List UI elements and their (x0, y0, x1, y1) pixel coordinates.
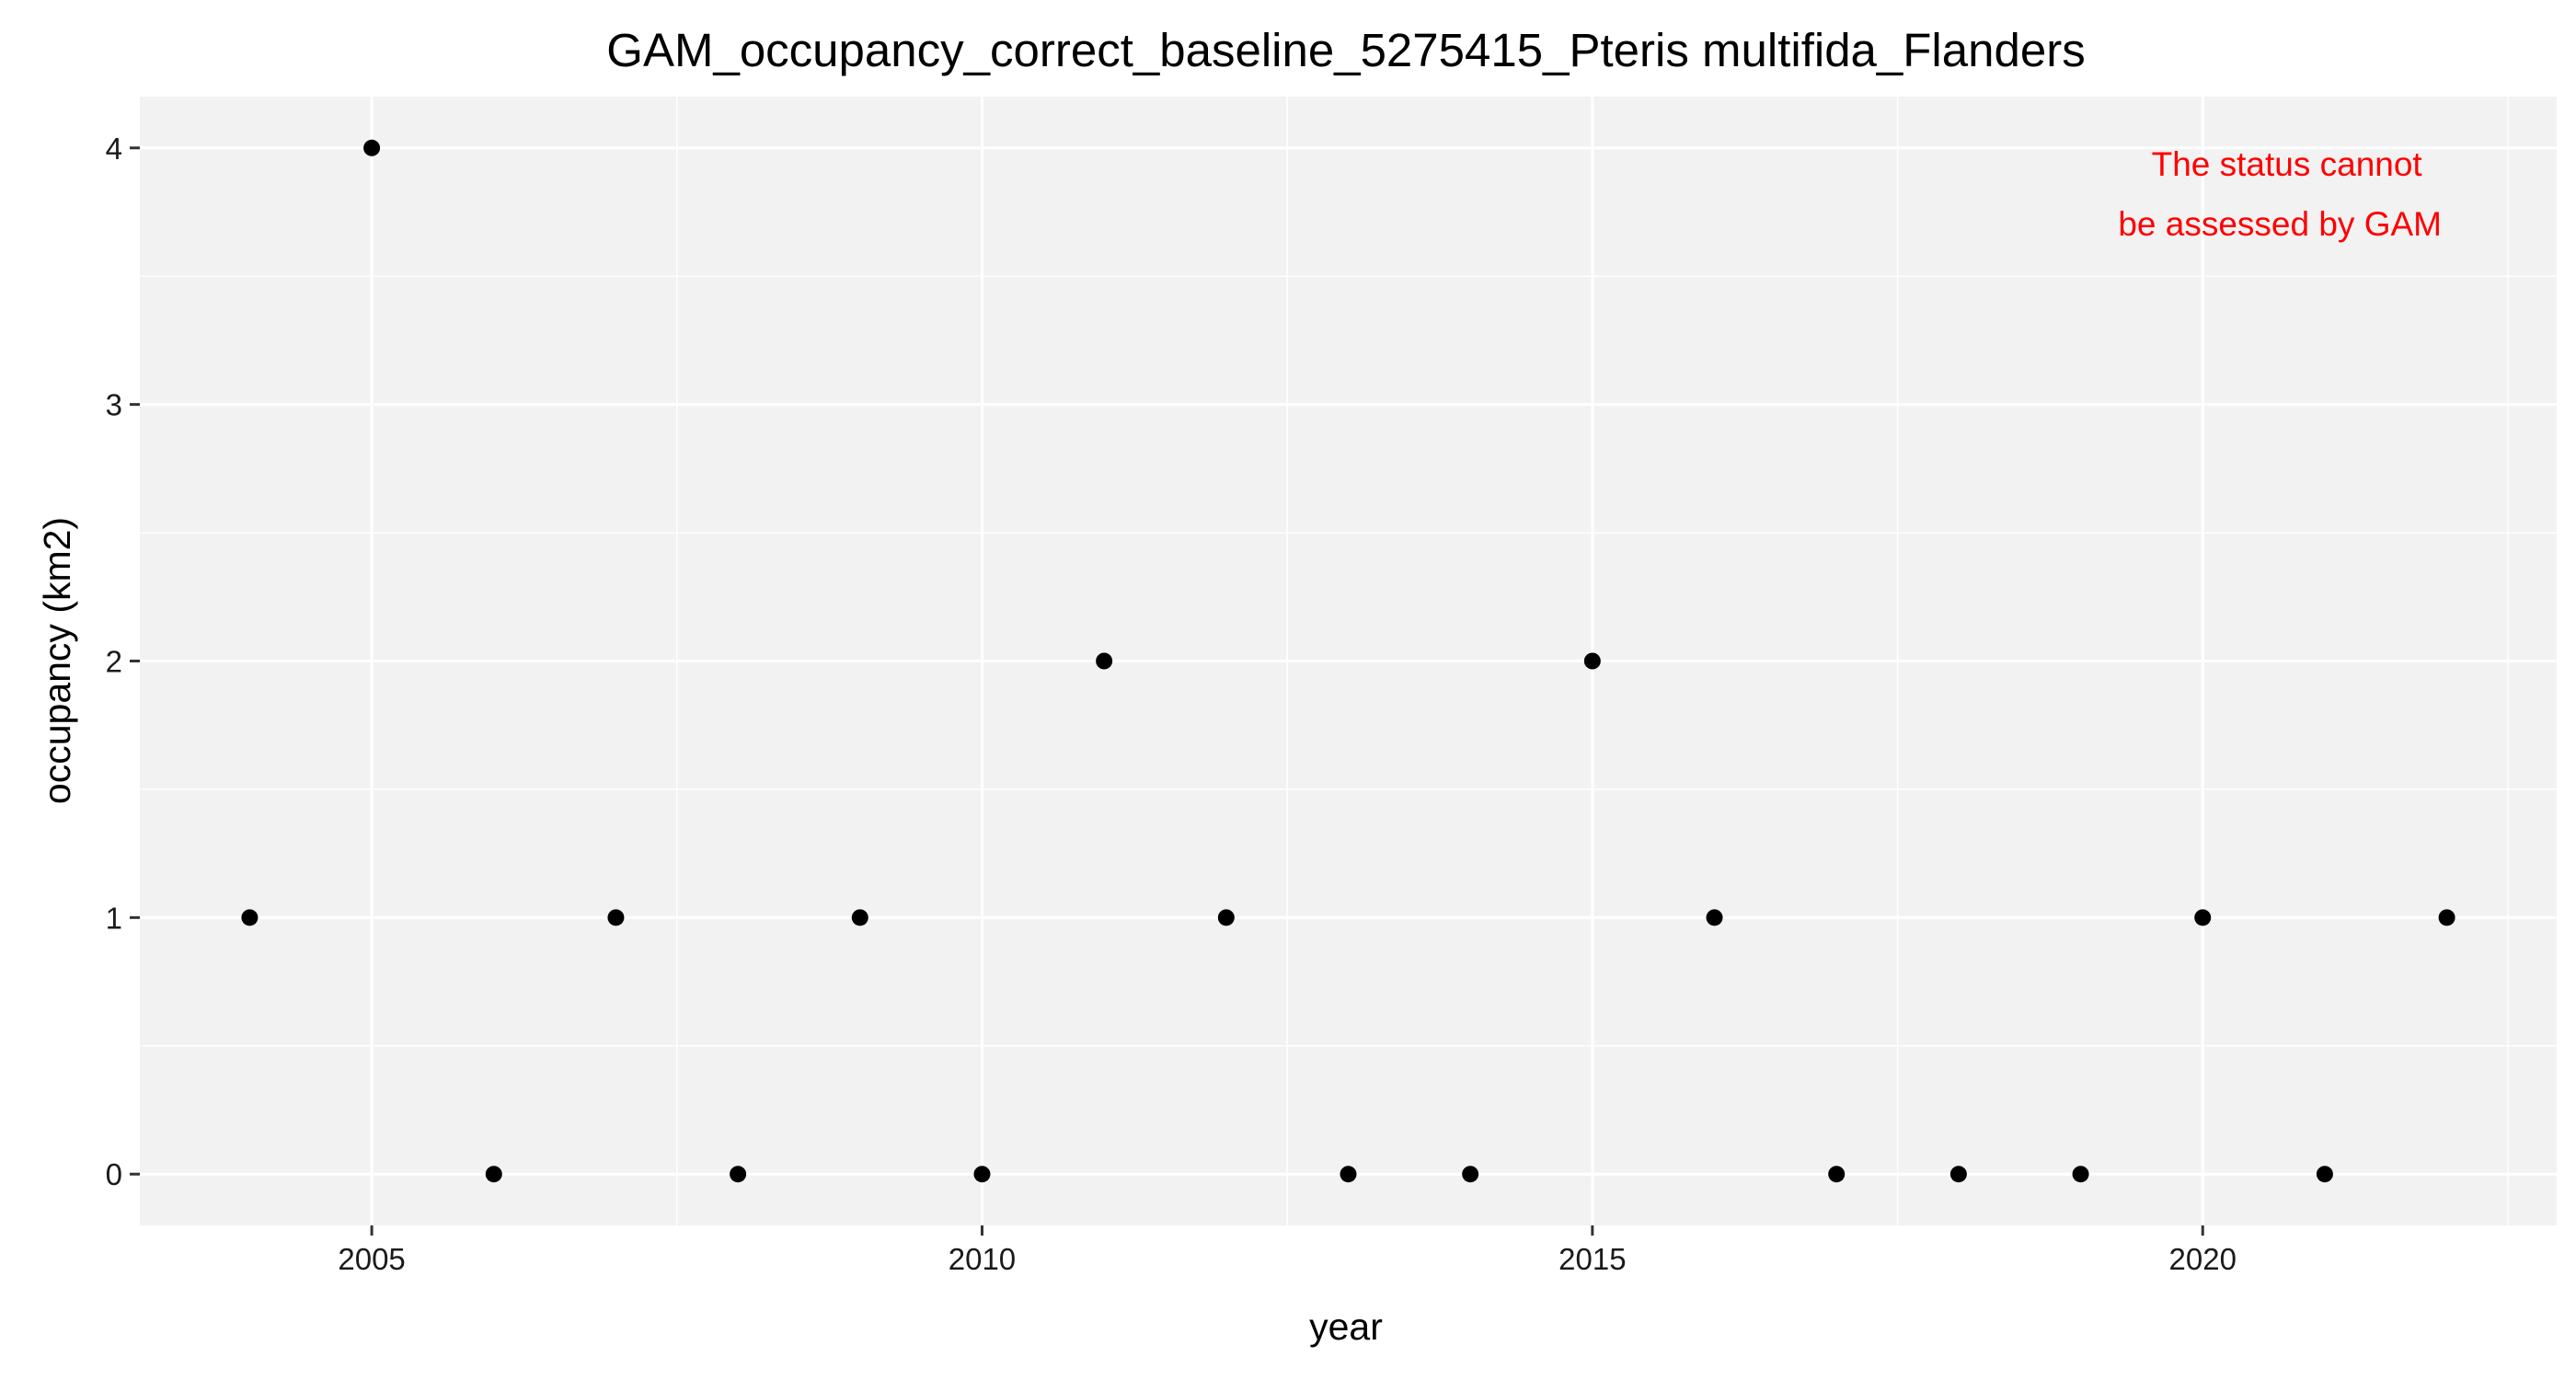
chart-title: GAM_occupancy_correct_baseline_5275415_P… (606, 24, 2085, 76)
data-point (851, 909, 868, 926)
data-point (973, 1166, 991, 1183)
data-point (1828, 1166, 1846, 1183)
data-point (730, 1166, 747, 1183)
data-point (1583, 652, 1601, 670)
data-point (2438, 909, 2455, 926)
data-point (485, 1166, 502, 1183)
data-point (241, 909, 259, 926)
y-tick-label: 0 (106, 1157, 122, 1191)
data-point (607, 909, 625, 926)
x-axis: 2005 2010 2015 2020 (338, 1225, 2237, 1276)
x-tick-label: 2005 (338, 1242, 405, 1276)
data-point (1096, 652, 1113, 670)
y-tick-label: 3 (106, 388, 122, 422)
data-point (1340, 1166, 1357, 1183)
y-axis: 0 1 2 3 4 (106, 132, 140, 1191)
data-point (2316, 1166, 2333, 1183)
data-point (1949, 1166, 1967, 1183)
data-point (2194, 909, 2212, 926)
y-tick-label: 1 (106, 901, 122, 935)
status-annotation: The status cannot be assessed by GAM (2118, 145, 2442, 243)
y-axis-title: occupancy (km2) (36, 517, 78, 804)
x-tick-label: 2020 (2169, 1242, 2237, 1276)
y-tick-label: 4 (106, 132, 122, 166)
data-points (241, 139, 2455, 1183)
data-point (1217, 909, 1235, 926)
annotation-line-1: The status cannot (2152, 145, 2423, 183)
data-point (1706, 909, 1723, 926)
annotation-line-2: be assessed by GAM (2118, 205, 2442, 243)
data-point (2072, 1166, 2089, 1183)
y-tick-label: 2 (106, 645, 122, 679)
x-axis-title: year (1309, 1305, 1383, 1348)
data-point (363, 139, 381, 156)
x-tick-label: 2015 (1558, 1242, 1626, 1276)
data-point (1462, 1166, 1479, 1183)
x-tick-label: 2010 (949, 1242, 1016, 1276)
